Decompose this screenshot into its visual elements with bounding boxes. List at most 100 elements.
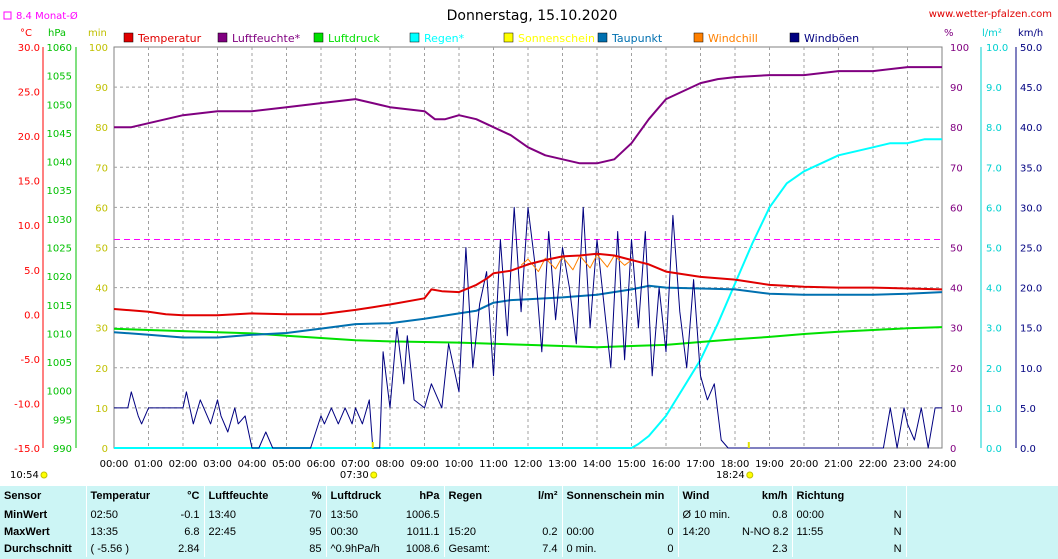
rain-axis-tick-label: 4.0 <box>986 284 1002 295</box>
pressure-axis-tick-label: 1030 <box>47 215 72 226</box>
rain-axis-tick-label: 5.0 <box>986 244 1002 255</box>
monthly-avg-legend-label: 8.4 Monat-Ø <box>16 10 78 22</box>
pressure-axis-tick-label: 1050 <box>47 100 72 111</box>
stats-header-rain-unit: l/m² <box>537 490 558 502</box>
stats-header-sensor: Sensor <box>4 490 42 502</box>
pressure-axis-tick-label: 1055 <box>47 72 72 83</box>
x-axis-tick-label: 18:00 <box>721 459 750 470</box>
stats-header-wind-unit: km/h <box>761 490 788 502</box>
humidity-axis-tick-label: 100 <box>950 43 969 54</box>
stats-cell: ( -5.56 ) <box>85 540 148 557</box>
legend-swatch <box>597 32 608 43</box>
stats-cell <box>791 540 857 557</box>
wind-axis-tick-label: 25.0 <box>1020 244 1042 255</box>
temp-axis-tick-label: -5.0 <box>20 355 40 366</box>
x-axis-tick-label: 02:00 <box>169 459 198 470</box>
legend-label: Taupunkt <box>611 32 663 45</box>
site-link[interactable]: www.wetter-pfalzen.com <box>929 9 1052 20</box>
x-axis-tick-label: 19:00 <box>755 459 784 470</box>
weather-chart: Donnerstag, 15.10.2020 www.wetter-pfalze… <box>3 8 1052 481</box>
x-axis-tick-label: 09:00 <box>410 459 439 470</box>
stats-header-temp-unit: °C <box>187 490 200 502</box>
x-axis-tick-label: 04:00 <box>238 459 267 470</box>
temp-axis-tick-label: 30.0 <box>18 43 40 54</box>
stats-cell: 22:45 <box>203 523 264 540</box>
rain-axis-tick-label: 2.0 <box>986 364 1002 375</box>
stats-header-row: Sensor Temperatur °C Luftfeuchte % Luftd… <box>0 486 1058 506</box>
stats-cell: 1006.5 <box>405 508 440 521</box>
legend-label: Temperatur <box>137 32 202 45</box>
daylight-duration-label: 10:54 <box>10 470 39 481</box>
legend-label: Luftdruck <box>328 32 380 45</box>
x-axis-tick-label: 21:00 <box>824 459 853 470</box>
sun-markers: 07:30 18:24 10:54 <box>10 442 754 481</box>
humidity-axis-tick-label: 10 <box>950 404 963 415</box>
sunshine-axis-tick-label: 10 <box>95 404 108 415</box>
legend-swatch <box>693 32 704 43</box>
stats-cell: Ø 10 min. <box>677 506 739 523</box>
windchill-line <box>520 254 632 273</box>
pressure-axis-tick-label: 1015 <box>47 301 72 312</box>
rain-axis-tick-label: 6.0 <box>986 203 1002 214</box>
legend-swatch <box>217 32 228 43</box>
sunset-sun-icon <box>746 471 754 479</box>
pressure-axis-tick-label: 1025 <box>47 244 72 255</box>
stats-row-label: MinWert <box>4 508 48 521</box>
stats-cell: 2.84 <box>178 542 200 555</box>
stats-cell: 13:35 <box>85 523 148 540</box>
pressure-axis-tick-label: 1035 <box>47 186 72 197</box>
sunshine-axis-tick-label: 90 <box>95 83 108 94</box>
stats-cell <box>203 540 264 557</box>
x-axis-tick-label: 11:00 <box>479 459 508 470</box>
temp-axis-tick-label: 0.0 <box>24 310 40 321</box>
pressure-axis-tick-label: 1000 <box>47 387 72 398</box>
x-axis-tick-label: 13:00 <box>548 459 577 470</box>
stats-filler <box>905 506 1058 523</box>
wind-gust-line <box>114 206 942 449</box>
x-axis-tick-label: 24:00 <box>928 459 957 470</box>
wind-axis-tick-label: 20.0 <box>1020 284 1042 295</box>
stats-cell: 0 min. <box>561 540 618 557</box>
stats-header-hum: Luftfeuchte <box>203 486 268 506</box>
stats-cell: 0.2 <box>542 525 558 538</box>
temp-axis-tick-label: 10.0 <box>18 221 40 232</box>
rain-axis-tick-label: 0.0 <box>986 444 1002 455</box>
temp-axis-tick-label: 5.0 <box>24 266 40 277</box>
pressure-axis-tick-label: 1045 <box>47 129 72 140</box>
legend-label: Sonnenschein <box>518 32 595 45</box>
rain-axis-tick-label: 9.0 <box>986 83 1002 94</box>
stats-cell: N <box>893 542 902 555</box>
legend-label: Windchill <box>708 32 758 45</box>
stats-cell: 14:20 <box>677 523 739 540</box>
stats-header-press-unit: hPa <box>419 490 440 502</box>
legend-label: Regen* <box>424 32 465 45</box>
temp-axis-tick-label: -15.0 <box>14 444 40 455</box>
monthly-avg-legend-box <box>3 11 12 20</box>
stats-cell: 13:40 <box>203 506 264 523</box>
stats-cell: ^0.9hPa/h <box>325 540 390 557</box>
stats-header-press: Luftdruck <box>325 486 390 506</box>
unit-lm2: l/m² <box>982 28 1002 39</box>
rain-axis-tick-label: 1.0 <box>986 404 1002 415</box>
daylight-sun-icon <box>40 471 48 479</box>
stats-cell: N <box>893 525 902 538</box>
rain-axis-tick-label: 7.0 <box>986 163 1002 174</box>
humidity-axis-tick-label: 80 <box>950 123 963 134</box>
humidity-axis-tick-label: 50 <box>950 244 963 255</box>
humidity-axis-tick-label: 40 <box>950 284 963 295</box>
stats-cell: 7.4 <box>542 542 558 555</box>
stats-cell: 11:55 <box>791 523 857 540</box>
humidity-line <box>114 66 942 165</box>
humidity-axis-tick-label: 90 <box>950 83 963 94</box>
sunshine-axis-tick-label: 20 <box>95 364 108 375</box>
stats-cell: 70 <box>309 508 322 521</box>
chart-series <box>113 66 943 449</box>
stats-cell <box>561 506 618 523</box>
rain-line <box>114 138 942 449</box>
stats-header-dir: Richtung <box>791 486 907 506</box>
rain-axis-tick-label: 3.0 <box>986 324 1002 335</box>
sunshine-axis-tick-label: 60 <box>95 203 108 214</box>
x-axis-tick-label: 15:00 <box>617 459 646 470</box>
wind-axis-tick-label: 35.0 <box>1020 163 1042 174</box>
stats-row-max: MaxWert 13:35 6.8 22:45 95 00:30 1011.1 … <box>0 523 1058 540</box>
